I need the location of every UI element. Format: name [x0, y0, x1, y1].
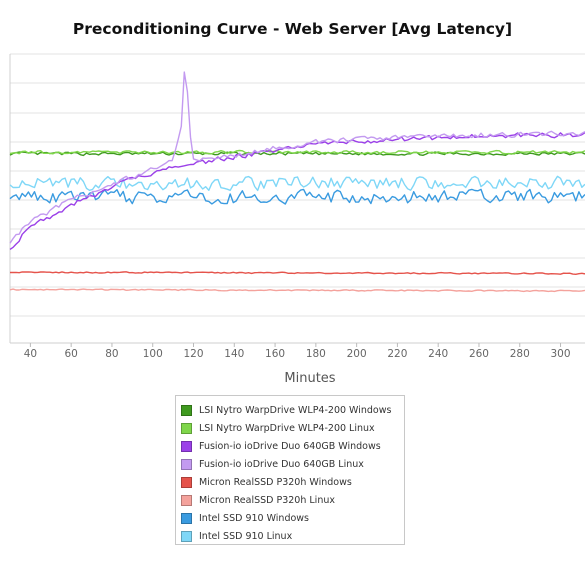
x-tick-label: 100: [143, 348, 163, 360]
legend-swatch: [181, 440, 192, 452]
x-tick-label: 180: [306, 348, 326, 360]
series-line-6: [9, 188, 585, 205]
legend-label: LSI Nytro WarpDrive WLP4-200 Linux: [199, 422, 375, 434]
legend-label: Intel SSD 910 Windows: [199, 512, 310, 524]
chart-title: Preconditioning Curve - Web Server [Avg …: [72, 20, 513, 38]
series-line-5: [9, 288, 585, 293]
legend-label: Micron RealSSD P320h Linux: [199, 494, 335, 506]
x-tick-label: 300: [551, 348, 571, 360]
x-axis-title: Minutes: [284, 371, 335, 386]
legend-item: Fusion-io ioDrive Duo 640GB Windows: [181, 437, 404, 455]
legend: LSI Nytro WarpDrive WLP4-200 Windows LSI …: [175, 395, 405, 545]
x-tick-label: 60: [64, 348, 77, 360]
x-tick-label: 120: [183, 348, 203, 360]
legend-swatch: [181, 494, 192, 506]
x-tick-label: 80: [105, 348, 118, 360]
x-tick-label: 220: [387, 348, 407, 360]
legend-item: LSI Nytro WarpDrive WLP4-200 Linux: [181, 419, 404, 437]
series-lines: [9, 71, 585, 293]
series-line-4: [10, 271, 585, 275]
legend-swatch: [181, 530, 192, 542]
series-line-0: [9, 151, 585, 157]
series-line-7: [9, 175, 585, 192]
legend-label: LSI Nytro WarpDrive WLP4-200 Windows: [199, 404, 392, 416]
legend-item: Micron RealSSD P320h Linux: [181, 491, 404, 509]
legend-item: Micron RealSSD P320h Windows: [181, 473, 404, 491]
legend-item: Intel SSD 910 Linux: [181, 527, 404, 545]
legend-swatch: [181, 404, 192, 416]
legend-swatch: [181, 476, 192, 488]
legend-label: Intel SSD 910 Linux: [199, 530, 293, 542]
x-tick-label: 280: [510, 348, 530, 360]
x-tick-label: 240: [428, 348, 448, 360]
x-tick-label: 40: [24, 348, 37, 360]
x-axis: 40 60 80 100 120 140 160 180 200 220 240 260 280 300: [10, 342, 585, 360]
x-tick-label: 200: [347, 348, 367, 360]
legend-item: Intel SSD 910 Windows: [181, 509, 404, 527]
series-line-3: [9, 71, 585, 244]
legend-swatch: [181, 458, 192, 470]
legend-item: Fusion-io ioDrive Duo 640GB Linux: [181, 455, 404, 473]
legend-item: LSI Nytro WarpDrive WLP4-200 Windows: [181, 401, 404, 419]
legend-label: Fusion-io ioDrive Duo 640GB Linux: [199, 458, 364, 470]
series-line-1: [9, 149, 585, 155]
x-tick-label: 160: [265, 348, 285, 360]
legend-label: Micron RealSSD P320h Windows: [199, 476, 352, 488]
x-tick-label: 140: [224, 348, 244, 360]
x-tick-label: 260: [469, 348, 489, 360]
legend-swatch: [181, 422, 192, 434]
legend-label: Fusion-io ioDrive Duo 640GB Windows: [199, 440, 381, 452]
legend-swatch: [181, 512, 192, 524]
